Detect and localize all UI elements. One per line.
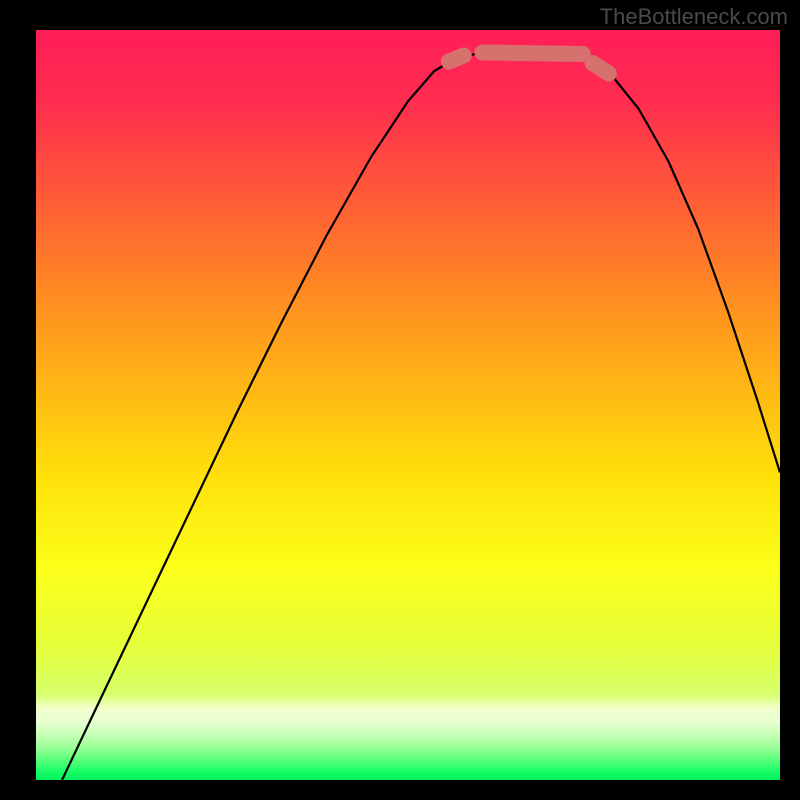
trough-highlight-segment [593, 63, 609, 74]
gradient-plot-area [36, 30, 780, 780]
trough-highlight-segment [482, 53, 582, 55]
trough-highlight-segment [449, 56, 464, 62]
bottleneck-chart [0, 0, 800, 800]
chart-container: TheBottleneck.com [0, 0, 800, 800]
